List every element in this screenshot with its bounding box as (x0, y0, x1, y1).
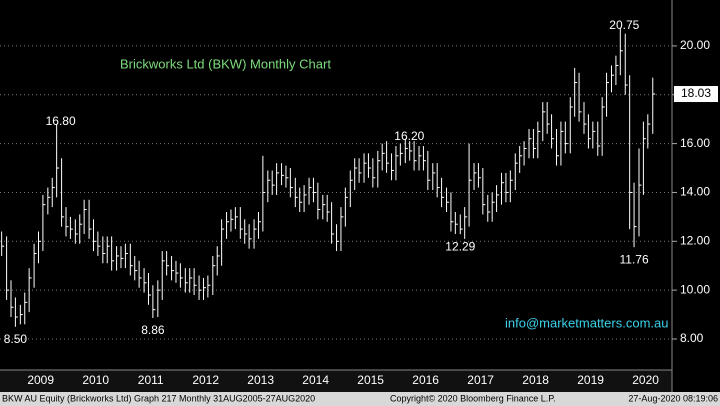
x-tick-label: 2019 (577, 373, 604, 387)
annotation: 16.20 (394, 129, 424, 143)
x-tick-label: 2012 (192, 373, 219, 387)
y-tick-label: 12.00 (680, 233, 710, 247)
source: info@marketmatters.com.au (505, 315, 668, 330)
x-tick-label: 2015 (357, 373, 384, 387)
annotation: 8.50 (4, 332, 28, 346)
x-tick-label: 2018 (522, 373, 549, 387)
footer-bar (0, 392, 720, 406)
x-tick-label: 2010 (82, 373, 109, 387)
x-axis-strip (0, 370, 672, 392)
y-tick-label: 20.00 (680, 38, 710, 52)
footer-right: 27-Aug-2020 08:19:06 (628, 393, 718, 403)
x-tick-label: 2009 (27, 373, 54, 387)
footer-left: BKW AU Equity (Brickworks Ltd) Graph 217… (2, 393, 315, 403)
x-tick-label: 2011 (138, 373, 164, 387)
annotation: 20.75 (609, 18, 639, 32)
y-tick-label: 10.00 (680, 282, 710, 296)
last-price-box (674, 86, 718, 103)
x-tick-label: 2014 (302, 373, 329, 387)
y-tick-label: 14.00 (680, 185, 710, 199)
annotation: 11.76 (619, 252, 648, 266)
x-tick-label: 2020 (632, 373, 659, 387)
x-tick-label: 2013 (247, 373, 274, 387)
footer-mid: Copyright© 2020 Bloomberg Finance L.P. (390, 393, 556, 403)
x-tick-label: 2017 (467, 373, 494, 387)
annotation: 16.80 (46, 114, 76, 128)
annotation: 8.86 (141, 323, 165, 337)
last-price-label: 18.03 (681, 86, 711, 100)
y-tick-label: 16.00 (680, 136, 710, 150)
x-tick-label: 2016 (412, 373, 439, 387)
annotation: 12.29 (445, 239, 475, 253)
y-tick-label: 8.00 (680, 331, 704, 345)
chart-title: Brickworks Ltd (BKW) Monthly Chart (120, 56, 331, 71)
